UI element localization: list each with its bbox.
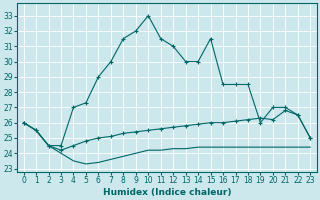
X-axis label: Humidex (Indice chaleur): Humidex (Indice chaleur): [103, 188, 231, 197]
